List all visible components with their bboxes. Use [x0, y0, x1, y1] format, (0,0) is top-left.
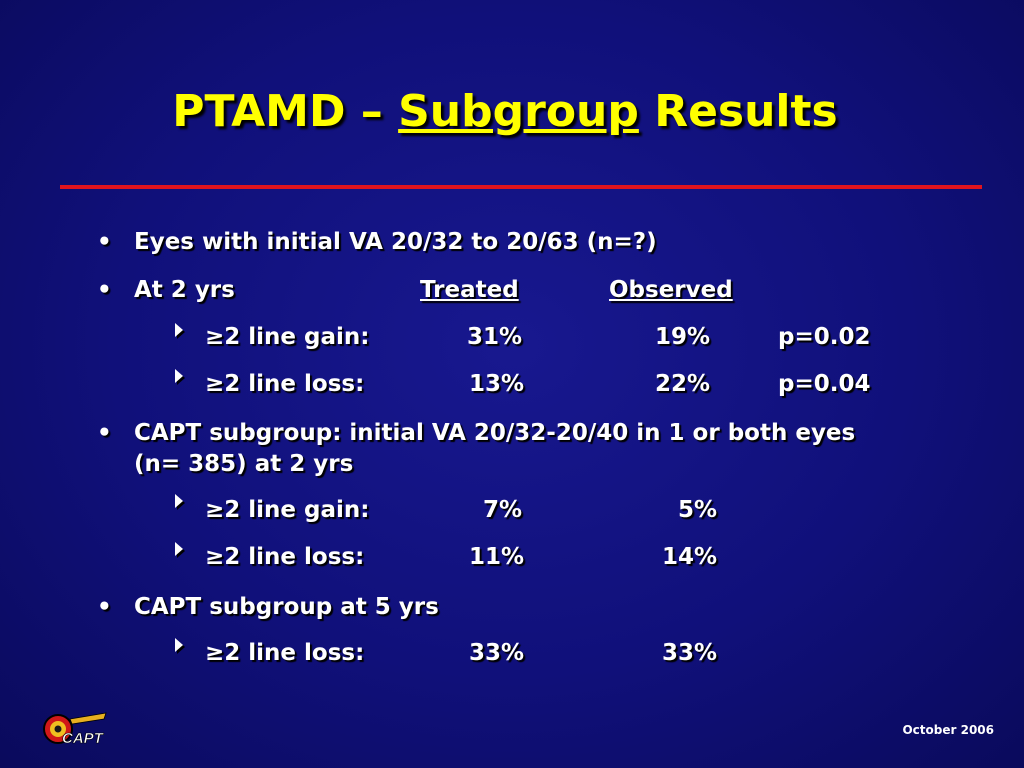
title-suffix: Results — [638, 86, 838, 137]
title-divider — [60, 185, 982, 189]
bullet-text: Eyes with initial VA 20/32 to 20/63 (n=?… — [134, 229, 657, 255]
row-label: ≥2 line loss: — [205, 544, 365, 570]
row-treated-value: 11% — [468, 544, 524, 570]
bullet-marker: • — [97, 420, 112, 446]
bullet-label: At 2 yrs — [134, 277, 235, 303]
row-observed-value: 5% — [677, 497, 717, 523]
title-prefix: PTAMD – — [172, 86, 399, 137]
slide-title: PTAMD – Subgroup Results — [0, 86, 1010, 137]
logo-text: CAPT — [62, 730, 105, 747]
row-observed-value: 14% — [661, 544, 717, 570]
column-header-treated: Treated — [420, 277, 519, 303]
bullet-marker: • — [97, 594, 112, 620]
row-treated-value: 7% — [482, 497, 522, 523]
column-header-observed: Observed — [609, 277, 733, 303]
row-treated-value: 13% — [468, 371, 524, 397]
row-label: ≥2 line gain: — [205, 497, 370, 523]
sub-bullet-arrow-icon — [175, 638, 183, 652]
row-p-value: p=0.04 — [778, 371, 871, 397]
bullet-marker: • — [97, 277, 112, 303]
row-observed-value: 19% — [654, 324, 710, 350]
sub-bullet-arrow-icon — [175, 369, 183, 383]
sub-bullet-arrow-icon — [175, 542, 183, 556]
row-label: ≥2 line gain: — [205, 324, 370, 350]
row-label: ≥2 line loss: — [205, 371, 365, 397]
row-treated-value: 31% — [466, 324, 522, 350]
bullet-text-line1: CAPT subgroup: initial VA 20/32-20/40 in… — [134, 420, 856, 446]
row-observed-value: 22% — [654, 371, 710, 397]
sub-bullet-arrow-icon — [175, 494, 183, 508]
capt-logo: CAPT — [43, 712, 107, 747]
row-p-value: p=0.02 — [778, 324, 871, 350]
bullet-marker: • — [97, 229, 112, 255]
bullet-text: CAPT subgroup at 5 yrs — [134, 594, 439, 620]
row-treated-value: 33% — [468, 640, 524, 666]
row-observed-value: 33% — [661, 640, 717, 666]
row-label: ≥2 line loss: — [205, 640, 365, 666]
bullet-text-line2: (n= 385) at 2 yrs — [134, 451, 354, 477]
footer-date: October 2006 — [902, 723, 994, 737]
title-underlined-word: Subgroup — [398, 86, 639, 137]
sub-bullet-arrow-icon — [175, 323, 183, 337]
